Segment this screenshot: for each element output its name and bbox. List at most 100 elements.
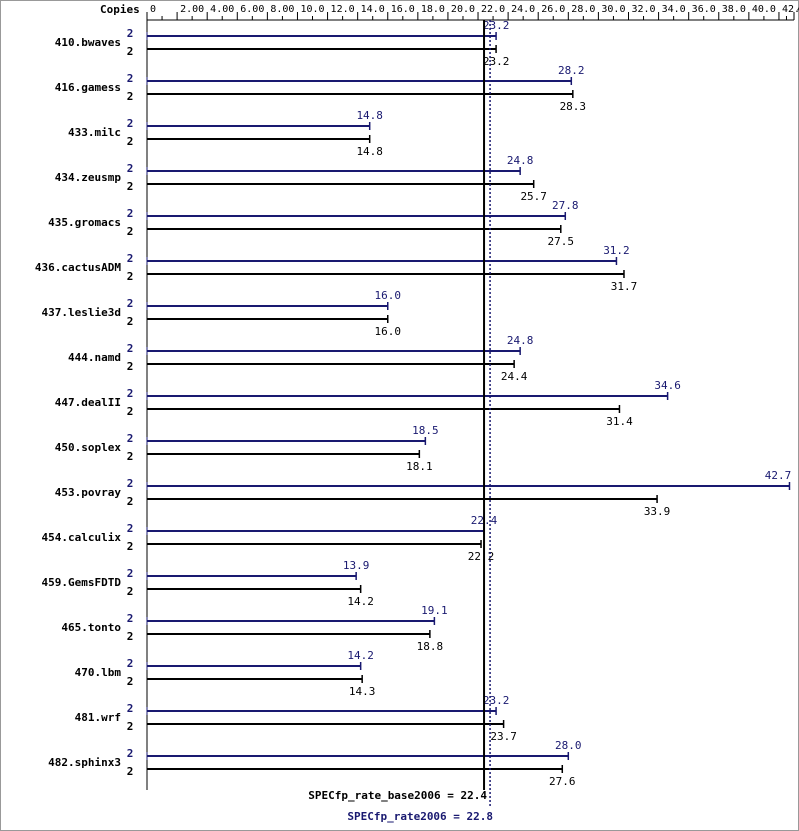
value-label: 18.8 (417, 640, 444, 653)
value-label: 31.2 (603, 244, 630, 257)
copies-label: 2 (127, 45, 134, 58)
copies-label: 2 (127, 765, 134, 778)
copies-label: 2 (127, 180, 134, 193)
x-tick-label: 43.0 (797, 4, 799, 15)
copies-label: 2 (127, 630, 134, 643)
copies-label: 2 (127, 297, 134, 310)
copies-label: 2 (127, 702, 134, 715)
category-label: 435.gromacs (48, 216, 121, 229)
copies-label: 2 (127, 360, 134, 373)
copies-label: 2 (127, 162, 134, 175)
x-tick-label: 2.00 (180, 4, 204, 15)
category-label: 470.lbm (75, 666, 122, 679)
value-label: 28.3 (560, 100, 587, 113)
copies-label: 2 (127, 225, 134, 238)
value-label: 18.5 (412, 424, 439, 437)
copies-label: 2 (127, 387, 134, 400)
reference-label: SPECfp_rate_base2006 = 22.4 (308, 789, 487, 802)
value-label: 14.3 (349, 685, 376, 698)
value-label: 14.8 (356, 109, 383, 122)
category-label: 450.soplex (55, 441, 122, 454)
copies-label: 2 (127, 675, 134, 688)
category-label: 454.calculix (42, 531, 122, 544)
value-label: 16.0 (374, 325, 401, 338)
copies-label: 2 (127, 90, 134, 103)
category-label: 481.wrf (75, 711, 121, 724)
category-label: 459.GemsFDTD (42, 576, 122, 589)
x-tick-label: 22.0 (481, 4, 505, 15)
x-tick-label: 26.0 (541, 4, 565, 15)
copies-label: 2 (127, 612, 134, 625)
x-tick-label: 28.0 (571, 4, 595, 15)
value-label: 14.2 (347, 595, 374, 608)
copies-label: 2 (127, 432, 134, 445)
copies-label: 2 (127, 72, 134, 85)
copies-label: 2 (127, 450, 134, 463)
category-label: 482.sphinx3 (48, 756, 121, 769)
copies-header: Copies (100, 3, 140, 16)
value-label: 16.0 (374, 289, 401, 302)
value-label: 13.9 (343, 559, 370, 572)
value-label: 14.8 (356, 145, 383, 158)
copies-label: 2 (127, 252, 134, 265)
value-label: 23.2 (483, 19, 510, 32)
x-tick-label: 14.0 (361, 4, 385, 15)
x-tick-label: 12.0 (331, 4, 355, 15)
x-tick-label: 8.00 (270, 4, 294, 15)
copies-label: 2 (127, 405, 134, 418)
copies-label: 2 (127, 270, 134, 283)
category-label: 436.cactusADM (35, 261, 121, 274)
x-tick-label: 30.0 (601, 4, 625, 15)
x-tick-label: 16.0 (391, 4, 415, 15)
value-label: 23.2 (483, 55, 510, 68)
category-label: 447.dealII (55, 396, 121, 409)
value-label: 23.2 (483, 694, 510, 707)
x-tick-label: 34.0 (662, 4, 686, 15)
value-label: 28.0 (555, 739, 582, 752)
category-label: 433.milc (68, 126, 121, 139)
x-tick-label: 40.0 (752, 4, 776, 15)
copies-label: 2 (127, 135, 134, 148)
copies-label: 2 (127, 27, 134, 40)
x-tick-label: 0 (150, 4, 156, 15)
x-tick-label: 24.0 (511, 4, 535, 15)
copies-label: 2 (127, 495, 134, 508)
category-label: 434.zeusmp (55, 171, 122, 184)
copies-label: 2 (127, 315, 134, 328)
x-tick-label: 36.0 (692, 4, 716, 15)
value-label: 18.1 (406, 460, 433, 473)
x-tick-label: 32.0 (631, 4, 655, 15)
category-label: 437.leslie3d (42, 306, 121, 319)
x-tick-label: 20.0 (451, 4, 475, 15)
value-label: 24.8 (507, 334, 534, 347)
copies-label: 2 (127, 342, 134, 355)
x-tick-label: 10.0 (300, 4, 324, 15)
copies-label: 2 (127, 117, 134, 130)
copies-label: 2 (127, 567, 134, 580)
value-label: 25.7 (520, 190, 547, 203)
value-label: 31.7 (611, 280, 638, 293)
category-label: 453.povray (55, 486, 122, 499)
value-label: 24.8 (507, 154, 534, 167)
category-label: 465.tonto (61, 621, 121, 634)
value-label: 27.5 (548, 235, 575, 248)
value-label: 22.2 (468, 550, 495, 563)
value-label: 28.2 (558, 64, 585, 77)
category-label: 444.namd (68, 351, 121, 364)
copies-label: 2 (127, 477, 134, 490)
x-tick-label: 4.00 (210, 4, 234, 15)
value-label: 23.7 (490, 730, 517, 743)
category-label: 416.gamess (55, 81, 121, 94)
copies-label: 2 (127, 747, 134, 760)
copies-label: 2 (127, 657, 134, 670)
x-tick-label: 38.0 (722, 4, 746, 15)
x-tick-label: 6.00 (240, 4, 264, 15)
copies-label: 2 (127, 522, 134, 535)
value-label: 24.4 (501, 370, 528, 383)
x-tick-label: 18.0 (421, 4, 445, 15)
value-label: 19.1 (421, 604, 448, 617)
copies-label: 2 (127, 540, 134, 553)
copies-label: 2 (127, 585, 134, 598)
